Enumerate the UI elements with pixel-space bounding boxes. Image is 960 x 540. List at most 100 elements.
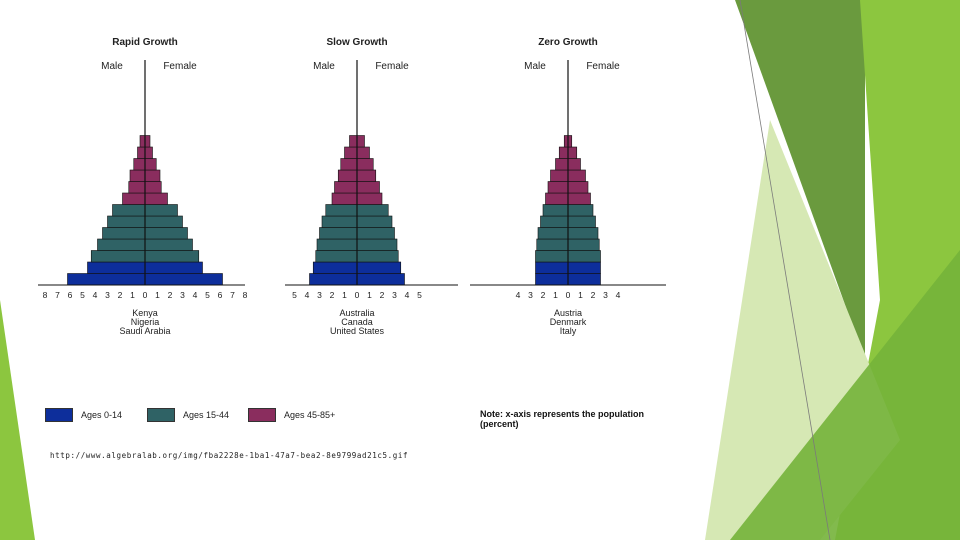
- x-tick-label: 1: [578, 290, 583, 300]
- male-bar: [337, 169, 358, 182]
- male-bar: [319, 227, 358, 240]
- female-bar: [567, 192, 591, 205]
- x-tick-label: 4: [405, 290, 410, 300]
- x-tick-label: 2: [541, 290, 546, 300]
- x-tick-label: 8: [243, 290, 248, 300]
- female-bar: [144, 250, 200, 263]
- country-label: Austria: [554, 308, 582, 318]
- legend-swatch: [248, 408, 276, 422]
- female-bar: [356, 146, 370, 159]
- x-tick-label: 1: [155, 290, 160, 300]
- male-bar: [316, 238, 358, 251]
- female-bar: [144, 273, 223, 286]
- female-bar: [356, 204, 389, 217]
- male-bar: [309, 273, 358, 286]
- female-label: Female: [375, 61, 409, 72]
- male-bar: [340, 158, 358, 171]
- male-bar: [555, 158, 569, 171]
- male-bar: [540, 215, 569, 228]
- female-bar: [356, 181, 380, 194]
- male-bar: [128, 181, 146, 194]
- female-bar: [356, 215, 393, 228]
- male-bar: [331, 192, 358, 205]
- x-tick-label: 4: [93, 290, 98, 300]
- female-bar: [567, 250, 601, 263]
- male-label: Male: [313, 61, 335, 72]
- female-bar: [144, 146, 153, 159]
- x-tick-label: 1: [367, 290, 372, 300]
- legend-label: Ages 45-85+: [284, 410, 336, 420]
- female-bar: [356, 238, 398, 251]
- legend-swatch: [45, 408, 73, 422]
- chart-title: Slow Growth: [326, 37, 387, 48]
- chart-title: Zero Growth: [538, 37, 597, 48]
- decor-line: [739, 0, 831, 540]
- x-tick-label: 5: [205, 290, 210, 300]
- male-bar: [67, 273, 146, 286]
- female-bar: [567, 215, 596, 228]
- x-tick-label: 0: [566, 290, 571, 300]
- country-label: Australia: [339, 308, 374, 318]
- male-bar: [133, 158, 146, 171]
- x-tick-label: 6: [218, 290, 223, 300]
- legend-swatch: [147, 408, 175, 422]
- male-bar: [107, 215, 146, 228]
- female-bar: [356, 135, 365, 148]
- x-tick-label: 3: [528, 290, 533, 300]
- x-tick-label: 8: [43, 290, 48, 300]
- male-bar: [535, 250, 569, 263]
- x-tick-label: 4: [193, 290, 198, 300]
- x-tick-label: 2: [591, 290, 596, 300]
- x-tick-label: 4: [516, 290, 521, 300]
- male-bar: [315, 250, 358, 263]
- x-tick-label: 3: [603, 290, 608, 300]
- x-tick-label: 1: [130, 290, 135, 300]
- female-bar: [567, 158, 581, 171]
- male-bar: [122, 192, 146, 205]
- legend-item-ages-45-85: Ages 45-85+: [248, 408, 335, 422]
- male-bar: [312, 261, 358, 274]
- female-bar: [356, 192, 383, 205]
- male-bar: [87, 261, 146, 274]
- x-tick-label: 4: [305, 290, 310, 300]
- male-bar: [137, 146, 146, 159]
- x-tick-label: 1: [553, 290, 558, 300]
- x-tick-label: 7: [55, 290, 60, 300]
- female-bar: [144, 261, 203, 274]
- male-bar: [558, 146, 569, 159]
- female-bar: [144, 192, 168, 205]
- x-tick-label: 2: [168, 290, 173, 300]
- female-bar: [356, 169, 377, 182]
- female-bar: [567, 204, 594, 217]
- country-label: United States: [330, 326, 385, 336]
- x-tick-label: 2: [118, 290, 123, 300]
- male-bar: [349, 135, 358, 148]
- male-label: Male: [524, 61, 546, 72]
- female-bar: [567, 146, 578, 159]
- x-tick-label: 3: [105, 290, 110, 300]
- x-tick-label: 6: [68, 290, 73, 300]
- male-bar: [90, 250, 146, 263]
- x-tick-label: 5: [80, 290, 85, 300]
- x-tick-label: 0: [143, 290, 148, 300]
- chart-title: Rapid Growth: [112, 37, 178, 48]
- male-bar: [97, 238, 146, 251]
- x-tick-label: 2: [380, 290, 385, 300]
- x-tick-label: 7: [230, 290, 235, 300]
- legend-item-ages-0-14: Ages 0-14: [45, 408, 122, 422]
- female-bar: [144, 135, 151, 148]
- male-bar: [550, 169, 569, 182]
- female-bar: [356, 250, 399, 263]
- male-bar: [535, 261, 569, 274]
- x-tick-label: 3: [317, 290, 322, 300]
- female-bar: [144, 181, 162, 194]
- country-label: Italy: [560, 326, 577, 336]
- female-bar: [356, 227, 395, 240]
- male-bar: [542, 204, 569, 217]
- x-tick-label: 0: [355, 290, 360, 300]
- country-label: Denmark: [550, 317, 587, 327]
- male-bar: [112, 204, 146, 217]
- male-bar: [545, 192, 569, 205]
